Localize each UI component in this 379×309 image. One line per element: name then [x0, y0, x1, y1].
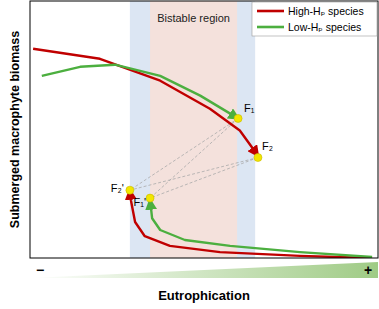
gradient-wedge: [30, 262, 378, 278]
series-line: [130, 190, 372, 258]
region: [150, 1, 237, 258]
legend-label: High-Hₚ species: [288, 5, 364, 17]
x-end-label: −: [36, 262, 44, 278]
x-axis-label: Eutrophication: [158, 288, 250, 303]
frame: [30, 1, 378, 258]
point-label: F₂: [262, 140, 273, 152]
chart: Bistable region F₁ F₂ F₂' F₁' High-Hₚ species…: [0, 0, 379, 309]
point-label: F₂': [111, 182, 124, 194]
point-label: F₁: [244, 102, 255, 114]
region: [130, 1, 255, 258]
series-line: [42, 65, 238, 119]
point-label: F₁': [134, 196, 147, 208]
point: [146, 194, 154, 202]
legend-label: Low-Hₚ species: [288, 21, 361, 33]
legend: [252, 2, 377, 36]
region-label: Bistable region: [157, 12, 230, 24]
connector: [150, 158, 258, 199]
series-line: [150, 200, 372, 257]
point: [126, 186, 134, 194]
plot-area: [33, 1, 372, 258]
connector: [150, 118, 238, 198]
connector: [130, 118, 238, 190]
point: [254, 154, 262, 162]
series-line: [33, 49, 258, 156]
y-axis-label: Submerged macrophyte biomass: [8, 31, 22, 228]
legend-swatch: [257, 10, 284, 13]
connector: [130, 158, 258, 191]
legend-box: [252, 2, 377, 36]
x-end-label: +: [364, 262, 372, 278]
point: [234, 114, 242, 122]
legend-swatch: [257, 26, 284, 29]
